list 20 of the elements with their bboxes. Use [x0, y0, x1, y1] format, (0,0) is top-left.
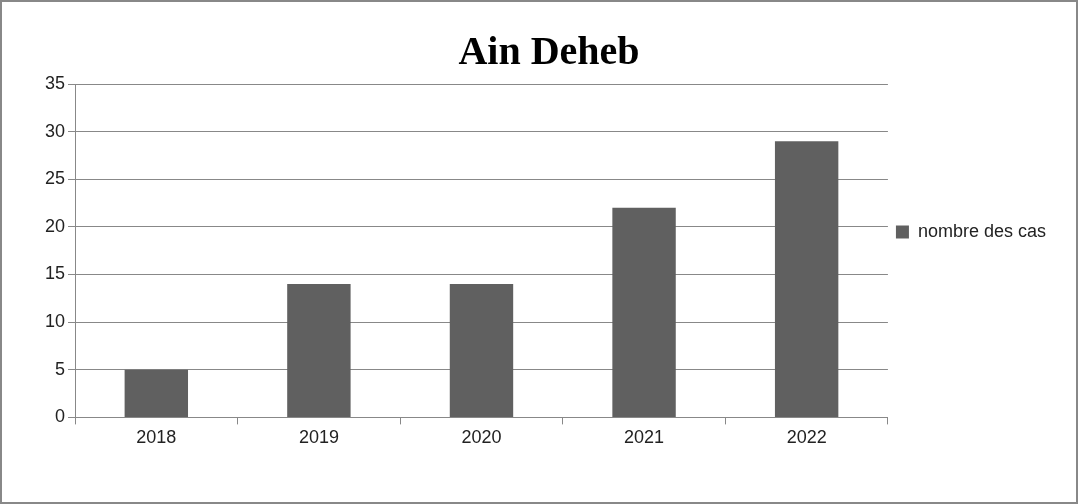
bar [124, 369, 189, 417]
chart-title: Ain Deheb [458, 28, 640, 74]
bar [287, 284, 351, 417]
bar [449, 284, 514, 417]
y-tick-label: 35 [44, 72, 66, 93]
y-tick-label: 20 [44, 215, 66, 236]
y-tick-label: 15 [44, 263, 66, 284]
legend-label: nombre des cas [917, 220, 1047, 241]
bar [774, 141, 839, 417]
y-tick-label: 5 [55, 358, 66, 379]
x-tick-label: 2021 [624, 427, 665, 448]
x-tick-label: 2022 [786, 427, 827, 448]
y-tick-label: 0 [55, 406, 66, 427]
x-tick-label: 2020 [461, 427, 502, 448]
y-tick-label: 10 [44, 311, 66, 332]
x-tick-label: 2019 [298, 427, 339, 448]
y-tick-label: 25 [44, 168, 66, 189]
bar [612, 207, 676, 417]
y-tick-label: 30 [44, 120, 66, 141]
x-tick-label: 2018 [136, 427, 177, 448]
